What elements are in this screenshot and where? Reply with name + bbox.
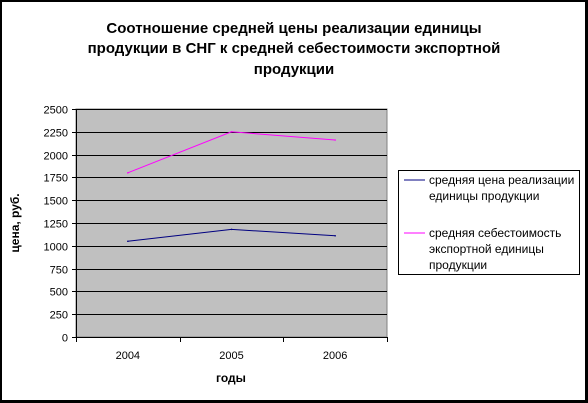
x-tick-label: 2006 — [323, 350, 347, 362]
legend: средняя цена реализации единицы продукции… — [398, 170, 580, 275]
y-tick-label: 1250 — [44, 219, 68, 231]
legend-label: единицы продукции — [429, 189, 539, 203]
legend-box — [398, 170, 580, 275]
data-point — [334, 234, 336, 237]
y-tick-label: 2000 — [44, 151, 68, 163]
x-axis-ticks: 2004 2005 2006 — [76, 337, 388, 362]
chart-title: Соотношение средней цены реализации един… — [88, 20, 501, 78]
y-axis-ticks: 0 250 500 750 1000 1250 1500 1750 2000 2250 2500 — [44, 105, 76, 345]
y-tick-label: 250 — [50, 310, 68, 322]
y-tick-label: 2500 — [44, 105, 68, 117]
chart-title-line: продукции — [254, 61, 334, 78]
series-lines — [127, 131, 336, 243]
y-tick-label: 0 — [62, 333, 68, 345]
y-tick-label: 750 — [50, 265, 68, 277]
x-tick-label: 2004 — [116, 350, 140, 362]
legend-label: экспортной единицы — [429, 242, 544, 256]
legend-label: средняя цена реализации — [429, 173, 574, 187]
data-point — [127, 240, 129, 243]
x-tick-label: 2005 — [219, 350, 243, 362]
y-tick-label: 1000 — [44, 242, 68, 254]
data-point — [230, 228, 233, 231]
legend-label: продукции — [429, 258, 487, 272]
y-axis-title: цена, руб. — [8, 193, 22, 252]
y-tick-label: 1750 — [44, 173, 68, 185]
y-tick-label: 1500 — [44, 196, 68, 208]
x-axis-title: годы — [216, 371, 246, 385]
legend-label: средняя себестоимость — [429, 226, 561, 240]
chart-title-line: Соотношение средней цены реализации един… — [106, 20, 481, 37]
y-tick-label: 500 — [50, 287, 68, 299]
data-point — [334, 139, 336, 141]
data-point — [230, 131, 233, 133]
chart-title-line: продукции в СНГ к средней себестоимости … — [88, 40, 501, 57]
data-point — [127, 172, 129, 174]
y-tick-label: 2250 — [44, 128, 68, 140]
plot-area — [75, 108, 388, 338]
